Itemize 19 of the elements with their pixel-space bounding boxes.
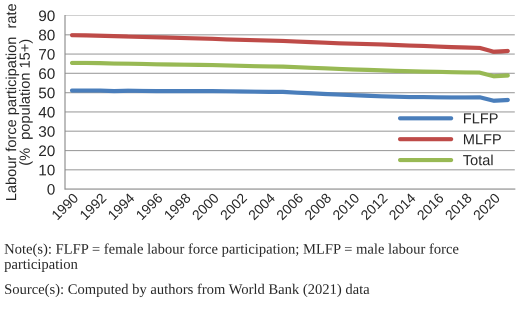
source-note: Source(s): Computed by authors from World Bank (2021) data (5, 284, 370, 298)
legend-label: FLFP (464, 113, 498, 124)
legend-label: Total (463, 154, 493, 166)
y-tick-label: 30 (38, 126, 55, 137)
line-series (70, 33, 510, 54)
text: Note(s): FLFP = female labour force participation; MLFP = male labour force participation (4, 243, 458, 272)
y-tick-label: 90 (39, 10, 55, 22)
line-series (70, 60, 510, 78)
y-tick-label: 80 (38, 30, 55, 40)
line-series (70, 88, 510, 103)
y-tick-label: 20 (39, 145, 55, 156)
legend-label: MLFP (464, 134, 501, 144)
y-tick-label: 40 (38, 106, 55, 118)
y-axis-title: Labour force participation rate (% population 15+) (6, 4, 33, 200)
y-tick-label: 60 (39, 68, 55, 80)
y-tick-label: 0 (47, 184, 55, 195)
y-tick-label: 10 (39, 164, 55, 176)
y-tick-label: 50 (38, 88, 55, 98)
y-tick-label: 70 (39, 48, 55, 60)
